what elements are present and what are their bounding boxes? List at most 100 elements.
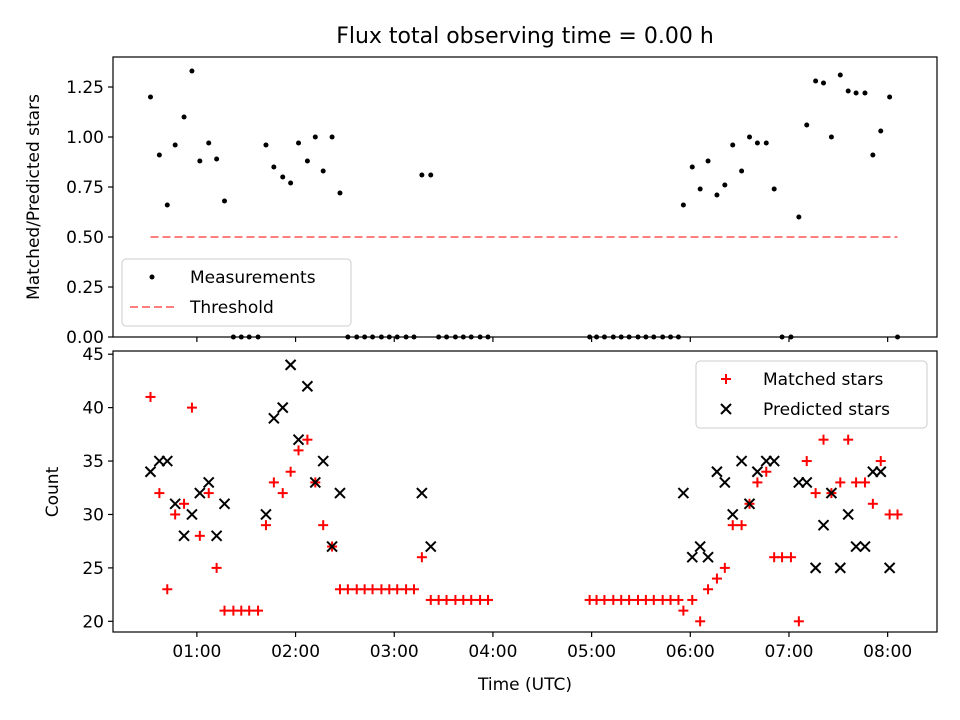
- matched-star-point: [648, 594, 659, 605]
- measurement-point: [222, 198, 228, 204]
- predicted-star-point: [850, 540, 862, 553]
- count-legend-frame: [695, 360, 928, 429]
- predicted-star-point: [416, 487, 428, 499]
- legend-predicted-label: Predicted stars: [763, 400, 890, 420]
- predicted-star-point: [711, 466, 723, 478]
- matched-star-point: [392, 584, 403, 595]
- matched-star-point: [678, 605, 689, 616]
- matched-star-point: [867, 498, 878, 509]
- count-marks: [144, 359, 903, 627]
- matched-star-point: [719, 562, 730, 573]
- legend-measurements-marker: [149, 274, 155, 280]
- matched-star-point: [727, 520, 738, 531]
- matched-star-point: [482, 594, 493, 605]
- predicted-star-point: [702, 551, 714, 563]
- x-tick-label: 03:00: [370, 642, 419, 662]
- ratio-y-tick-label: 1.00: [66, 128, 104, 148]
- count-y-axis: 20 25 30 35 40 45: [82, 345, 113, 632]
- matched-star-point: [244, 605, 255, 616]
- measurement-point: [206, 140, 212, 146]
- matched-star-point: [211, 562, 222, 573]
- predicted-star-point: [326, 540, 338, 553]
- x-tick-label: 04:00: [468, 642, 517, 662]
- predicted-star-point: [309, 476, 322, 489]
- matched-star-point: [818, 434, 829, 445]
- matched-star-point: [367, 584, 378, 595]
- legend-matched-marker: [721, 374, 731, 384]
- measurement-point: [329, 134, 335, 140]
- predicted-star-point: [686, 551, 698, 563]
- measurement-point: [263, 142, 269, 148]
- measurement-point: [697, 186, 703, 192]
- measurement-point: [320, 168, 326, 174]
- predicted-star-point: [218, 498, 231, 510]
- predicted-star-point: [694, 540, 706, 553]
- measurement-point: [754, 140, 760, 146]
- measurement-point: [853, 90, 859, 96]
- predicted-star-point: [883, 562, 896, 574]
- matched-star-point: [801, 456, 812, 467]
- matched-star-point: [194, 530, 205, 541]
- predicted-star-point: [178, 530, 190, 542]
- measurement-point: [428, 172, 434, 178]
- measurement-point: [821, 80, 827, 86]
- x-tick-label: 06:00: [666, 642, 715, 662]
- matched-star-point: [145, 391, 156, 402]
- measurement-point: [197, 158, 203, 164]
- measurement-point: [837, 72, 843, 78]
- predicted-star-point: [727, 508, 739, 521]
- measurement-point: [147, 94, 153, 100]
- predicted-star-point: [809, 562, 822, 574]
- legend-predicted-marker: [720, 403, 732, 415]
- measurement-point: [304, 158, 310, 164]
- ratio-y-axis-label: Matched/Predicted stars: [24, 94, 44, 300]
- count-legend: Matched stars Predicted stars: [695, 360, 928, 429]
- measurement-point: [804, 122, 810, 128]
- predicted-star-point: [801, 476, 813, 489]
- measurement-point: [722, 182, 728, 188]
- predicted-star-point: [334, 487, 346, 499]
- measurement-point: [845, 88, 851, 94]
- matched-star-point: [875, 456, 886, 467]
- count-y-axis-label: Count: [43, 466, 63, 517]
- measurement-point: [172, 142, 178, 148]
- count-y-tick-label: 40: [82, 399, 104, 419]
- ratio-axes-frame: [112, 56, 938, 338]
- measurement-point: [714, 192, 720, 198]
- predicted-star-point: [210, 530, 223, 542]
- x-tick-label: 07:00: [764, 642, 813, 662]
- predicted-star-point: [277, 401, 289, 414]
- measurement-point: [189, 68, 195, 74]
- measurement-point: [296, 140, 302, 146]
- legend-threshold-label: Threshold: [189, 298, 274, 318]
- measurement-point: [887, 94, 893, 100]
- measurement-point: [739, 168, 745, 174]
- matched-star-point: [186, 402, 197, 413]
- x-tick-label: 05:00: [567, 642, 616, 662]
- legend-measurements-label: Measurements: [190, 268, 316, 288]
- predicted-star-point: [817, 519, 830, 531]
- matched-star-point: [752, 477, 763, 488]
- predicted-star-point: [260, 508, 272, 521]
- matched-star-point: [599, 594, 610, 605]
- ratio-y-axis: 0.00 0.25 0.50 0.75 1.00 1.25: [66, 78, 113, 348]
- predicted-star-point: [677, 487, 690, 499]
- matched-star-point: [711, 573, 722, 584]
- predicted-star-point: [743, 498, 756, 510]
- x-tick-label: 01:00: [172, 642, 221, 662]
- matched-star-point: [624, 594, 635, 605]
- measurement-point: [763, 140, 769, 146]
- matched-star-point: [179, 498, 190, 509]
- ratio-y-tick-label: 0.50: [66, 228, 104, 248]
- measurement-point: [164, 202, 170, 208]
- matched-star-point: [416, 552, 427, 563]
- count-panel: 20 25 30 35 40 45 01:00 02:00 03:00 04:00 05:00 06…: [43, 345, 938, 695]
- matched-star-point: [785, 552, 796, 563]
- matched-star-point: [859, 477, 870, 488]
- measurement-point: [156, 152, 162, 158]
- matched-star-point: [810, 488, 821, 499]
- matched-star-point: [253, 605, 264, 616]
- measurement-point: [747, 134, 753, 140]
- count-y-tick-label: 45: [82, 345, 104, 365]
